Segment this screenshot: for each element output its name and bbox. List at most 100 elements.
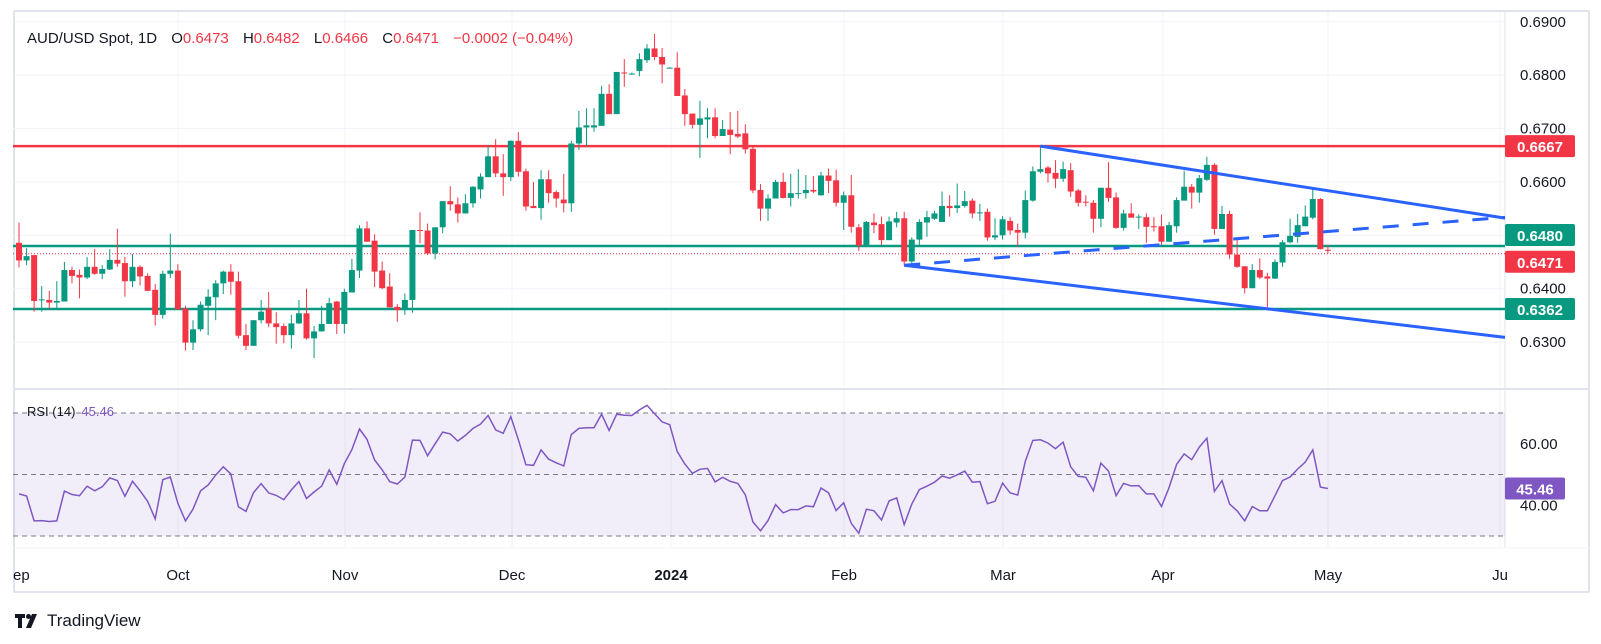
rsi-line[interactable] bbox=[18, 404, 1329, 535]
candle[interactable] bbox=[454, 204, 461, 214]
candle[interactable] bbox=[401, 299, 408, 310]
candle[interactable] bbox=[212, 283, 219, 298]
candle[interactable] bbox=[379, 270, 386, 289]
candle[interactable] bbox=[106, 259, 113, 270]
candle[interactable] bbox=[545, 179, 552, 194]
candle[interactable] bbox=[1052, 172, 1059, 179]
candle[interactable] bbox=[273, 323, 280, 328]
candle[interactable] bbox=[288, 323, 295, 336]
candle[interactable] bbox=[1067, 170, 1074, 192]
candle[interactable] bbox=[121, 263, 128, 282]
candle[interactable] bbox=[1150, 226, 1157, 228]
candle[interactable] bbox=[318, 323, 325, 332]
candle[interactable] bbox=[591, 125, 598, 128]
candle[interactable] bbox=[492, 156, 499, 174]
candle[interactable] bbox=[870, 222, 877, 226]
candle[interactable] bbox=[946, 205, 953, 209]
candle[interactable] bbox=[681, 95, 688, 115]
candle[interactable] bbox=[583, 125, 590, 128]
candle[interactable] bbox=[863, 221, 870, 246]
candle[interactable] bbox=[833, 180, 840, 203]
candle[interactable] bbox=[303, 313, 310, 339]
candle[interactable] bbox=[99, 268, 106, 274]
candle[interactable] bbox=[1271, 262, 1278, 279]
candle[interactable] bbox=[91, 266, 98, 274]
candle[interactable] bbox=[84, 266, 91, 278]
candle[interactable] bbox=[734, 133, 741, 137]
candle[interactable] bbox=[969, 200, 976, 214]
candle[interactable] bbox=[1196, 178, 1203, 193]
rsi-title[interactable]: RSI (14) bbox=[27, 404, 76, 419]
candle[interactable] bbox=[1324, 249, 1331, 251]
candle[interactable] bbox=[1317, 199, 1324, 250]
candle[interactable] bbox=[197, 304, 204, 330]
candle[interactable] bbox=[439, 201, 446, 228]
candle[interactable] bbox=[1279, 242, 1286, 263]
candle[interactable] bbox=[46, 299, 53, 303]
candle[interactable] bbox=[1082, 201, 1089, 203]
candle[interactable] bbox=[250, 320, 257, 346]
candle[interactable] bbox=[205, 296, 212, 306]
candle[interactable] bbox=[1226, 213, 1233, 255]
candle[interactable] bbox=[1128, 213, 1135, 218]
candle[interactable] bbox=[659, 56, 666, 65]
candle[interactable] bbox=[280, 326, 287, 336]
candle[interactable] bbox=[1294, 225, 1301, 237]
candle[interactable] bbox=[1037, 169, 1044, 172]
candle[interactable] bbox=[31, 255, 38, 301]
candle[interactable] bbox=[16, 242, 22, 261]
candle[interactable] bbox=[817, 175, 824, 196]
candle[interactable] bbox=[908, 239, 915, 262]
candle[interactable] bbox=[1060, 169, 1067, 179]
candle[interactable] bbox=[939, 205, 946, 222]
candle[interactable] bbox=[1256, 270, 1263, 278]
candle[interactable] bbox=[68, 270, 75, 276]
candle[interactable] bbox=[795, 193, 802, 195]
candle[interactable] bbox=[364, 228, 371, 242]
candle[interactable] bbox=[38, 299, 45, 301]
candle[interactable] bbox=[628, 73, 635, 75]
candle[interactable] bbox=[242, 335, 249, 346]
candle[interactable] bbox=[1188, 186, 1195, 193]
symbol-title[interactable]: AUD/USD Spot, 1D bbox=[27, 30, 158, 47]
candle[interactable] bbox=[1135, 216, 1142, 218]
candle[interactable] bbox=[167, 270, 174, 274]
candle[interactable] bbox=[719, 129, 726, 137]
candle[interactable] bbox=[606, 93, 613, 115]
candle[interactable] bbox=[522, 171, 529, 207]
candle[interactable] bbox=[954, 205, 961, 209]
candle[interactable] bbox=[1309, 199, 1316, 218]
candle[interactable] bbox=[530, 205, 537, 209]
candle[interactable] bbox=[515, 140, 522, 172]
candle[interactable] bbox=[886, 221, 893, 241]
candle[interactable] bbox=[432, 227, 439, 254]
candle[interactable] bbox=[1029, 171, 1036, 201]
candle[interactable] bbox=[674, 67, 681, 96]
candle[interactable] bbox=[462, 203, 469, 214]
candle[interactable] bbox=[190, 329, 197, 343]
candle[interactable] bbox=[1075, 190, 1082, 203]
candle[interactable] bbox=[727, 129, 734, 135]
candle[interactable] bbox=[1234, 254, 1241, 267]
candle[interactable] bbox=[1181, 186, 1188, 201]
candle[interactable] bbox=[916, 221, 923, 240]
candle[interactable] bbox=[485, 156, 492, 178]
candle[interactable] bbox=[114, 259, 121, 264]
candle[interactable] bbox=[311, 331, 318, 339]
candle[interactable] bbox=[1241, 266, 1248, 289]
candle[interactable] bbox=[416, 229, 423, 231]
candle[interactable] bbox=[961, 201, 968, 206]
candle[interactable] bbox=[976, 212, 983, 214]
candle[interactable] bbox=[636, 59, 643, 71]
candle[interactable] bbox=[613, 71, 620, 115]
candle[interactable] bbox=[174, 270, 181, 310]
candle[interactable] bbox=[1090, 202, 1097, 219]
candle[interactable] bbox=[333, 301, 340, 324]
candle[interactable] bbox=[568, 143, 575, 204]
candle[interactable] bbox=[840, 195, 847, 203]
candle[interactable] bbox=[825, 175, 832, 181]
candle[interactable] bbox=[765, 198, 772, 209]
candle[interactable] bbox=[144, 275, 151, 291]
candle[interactable] bbox=[802, 189, 809, 194]
candle[interactable] bbox=[712, 117, 719, 137]
